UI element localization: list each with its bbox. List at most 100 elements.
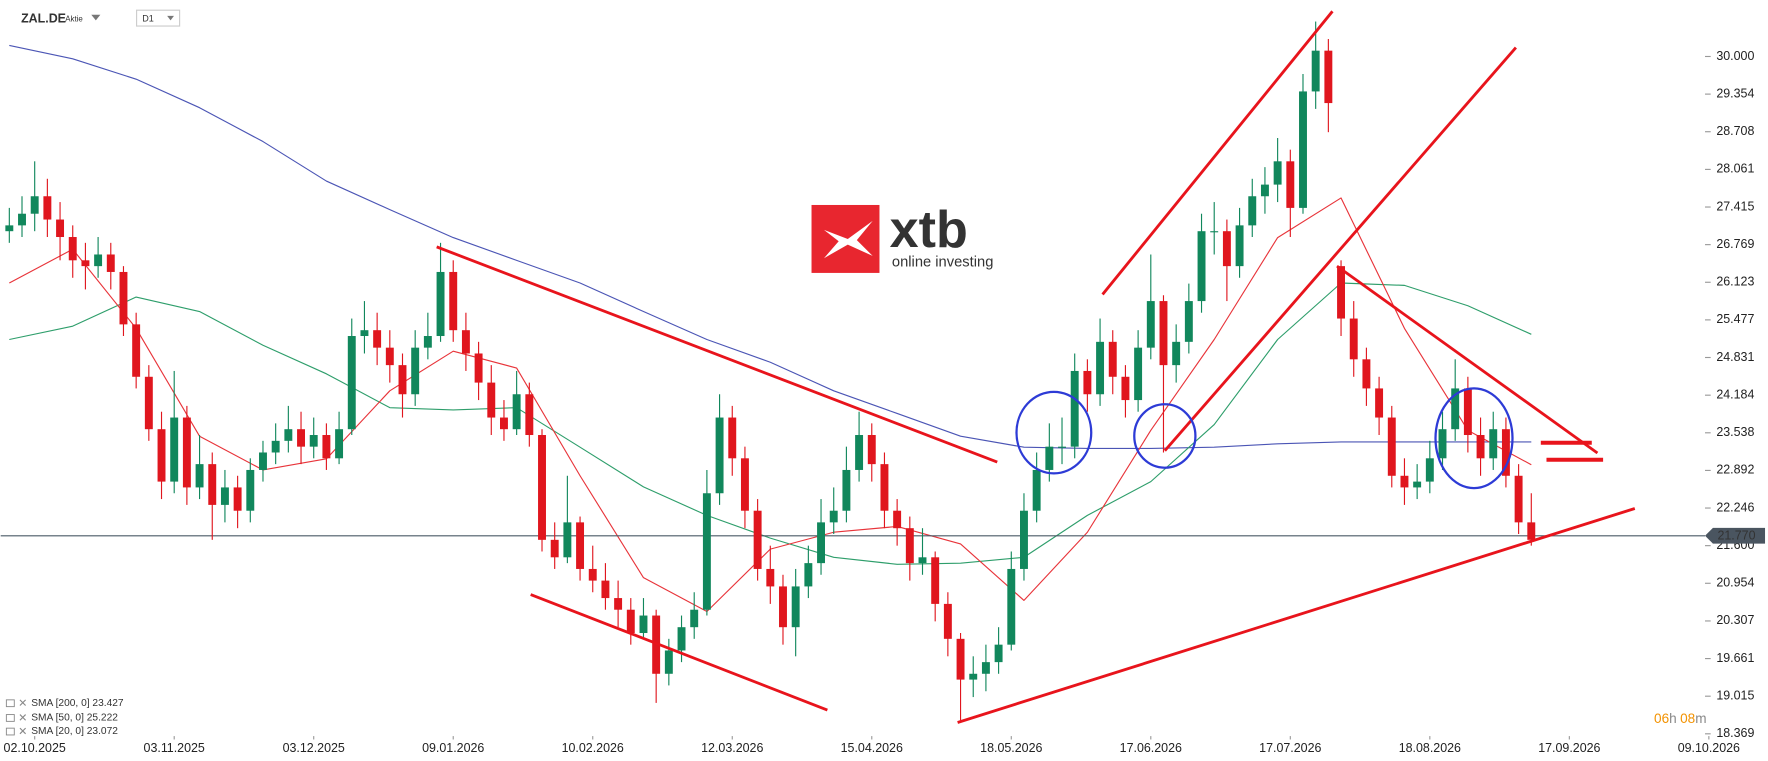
candle-body: [918, 557, 927, 564]
candle-body: [1058, 446, 1066, 448]
candle-body: [550, 539, 559, 558]
trend-line: [1101, 10, 1334, 296]
candle-body: [1197, 231, 1206, 302]
y-tick-label: 28.061: [1716, 162, 1754, 176]
candle-body: [538, 435, 546, 540]
y-tick-label: 26.123: [1716, 275, 1754, 289]
y-tick-label: 18.369: [1716, 726, 1754, 740]
kind: Aktie: [65, 14, 83, 23]
candle-body: [1032, 469, 1041, 511]
candle-body: [1324, 50, 1333, 104]
candle-body: [1070, 370, 1079, 447]
logo: xtb online investing: [811, 201, 993, 273]
candle-body: [1134, 347, 1143, 401]
x-tick-label: 03.12.2025: [283, 741, 345, 755]
candle-body: [766, 568, 775, 587]
candle-body: [170, 417, 179, 482]
candle-body: [157, 429, 166, 482]
y-tick-label: 26.769: [1716, 237, 1754, 251]
candle-body: [1248, 196, 1257, 226]
candle-body: [804, 563, 813, 587]
timer-part: h: [1669, 711, 1677, 726]
candle-body: [220, 487, 229, 505]
candle-body: [563, 522, 572, 558]
dropdown-arrow: [167, 15, 174, 21]
candle-body: [1400, 475, 1409, 488]
candle-body: [347, 336, 356, 430]
legend-close: [19, 714, 27, 721]
plot-area: 30.000 29.354 28.708 28.061 27.415 26.769 26.1…: [0, 21, 1754, 755]
candle-body: [1299, 91, 1307, 208]
candle-body: [259, 452, 267, 470]
candle-body: [499, 417, 508, 430]
candle-body: [1273, 161, 1282, 185]
candle-body: [588, 568, 597, 581]
candle-body: [1096, 341, 1105, 395]
candle-body: [1235, 225, 1244, 267]
candle-body: [1121, 376, 1130, 401]
trend-line: [957, 507, 1636, 724]
timer: 06h 08m: [1654, 711, 1706, 726]
header: ZAL.DE Aktie D1: [21, 9, 181, 27]
candle-body: [525, 394, 534, 436]
sma-line: [9, 44, 1532, 450]
y-tick-label: 25.477: [1716, 312, 1754, 326]
candle-body: [284, 429, 293, 441]
dropdown-arrow[interactable]: [91, 14, 101, 21]
y-tick-label: 28.708: [1716, 124, 1754, 138]
candle-body: [106, 254, 115, 272]
trend-line: [436, 245, 998, 464]
candle-body: [335, 429, 344, 459]
candle-body: [30, 196, 39, 214]
candle-body: [182, 417, 191, 488]
x-tick-label: 12.03.2026: [701, 741, 763, 755]
candle-body: [956, 638, 965, 680]
candle-body: [1172, 341, 1181, 366]
candle-body: [81, 260, 90, 267]
legend-entry: SMA [20, 0] 23.072: [31, 726, 118, 737]
candle-body: [842, 469, 851, 511]
candle-body: [449, 271, 458, 331]
y-tick-label: 19.015: [1716, 688, 1754, 702]
candle-body: [931, 557, 940, 604]
candle-body: [1007, 568, 1016, 645]
candle-body: [753, 510, 762, 569]
circles: [1015, 387, 1514, 490]
candle-body: [1083, 370, 1092, 395]
candle-body: [436, 271, 445, 337]
candle-body: [360, 330, 369, 337]
trend-line: [1163, 46, 1517, 452]
candle-body: [626, 609, 635, 634]
candle-body: [791, 586, 800, 628]
logo-x: [823, 220, 873, 259]
legend-close: [19, 699, 27, 706]
candle-body: [981, 662, 990, 674]
timeframe-box[interactable]: [136, 9, 181, 27]
candle-body: [1159, 301, 1168, 366]
logo-word: xtb: [890, 201, 968, 259]
trend-line: [1336, 264, 1599, 455]
candle-body: [867, 435, 876, 465]
candle-body: [1387, 417, 1396, 476]
candle-body: [56, 219, 65, 238]
sma-line: [9, 282, 1532, 565]
candle-body: [905, 528, 914, 564]
candle-body: [297, 429, 305, 447]
legend-icon: [5, 727, 15, 736]
candle-body: [1286, 161, 1295, 208]
candle-body: [1362, 359, 1371, 389]
candle-body: [1413, 481, 1422, 488]
candle-body: [601, 580, 610, 599]
y-tick-label: 29.354: [1716, 86, 1754, 100]
y-tick-label: 23.538: [1716, 425, 1754, 439]
candle-body: [817, 522, 826, 564]
candle-body: [664, 650, 673, 674]
y-tick-label: 20.307: [1716, 613, 1754, 627]
y-tick-label: 24.184: [1716, 387, 1754, 401]
candle-body: [1108, 341, 1117, 377]
candle-body: [132, 324, 141, 377]
timer-part: 06: [1654, 711, 1669, 726]
candle-body: [1020, 510, 1028, 569]
y-tick-label: 22.892: [1716, 463, 1754, 477]
